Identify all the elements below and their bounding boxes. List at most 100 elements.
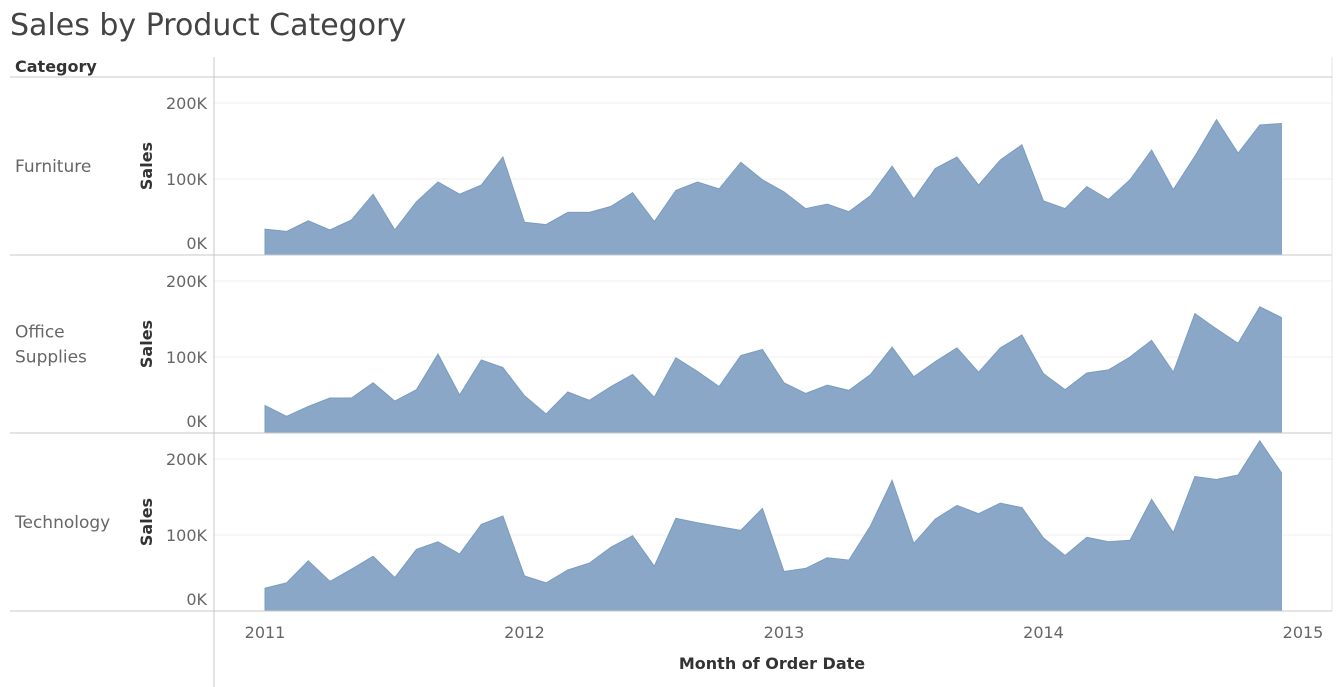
data-point (1172, 188, 1174, 190)
data-point (718, 525, 720, 527)
data-point (761, 179, 763, 181)
data-point (480, 184, 482, 186)
data-point (567, 569, 569, 571)
x-axis: 2011 2012 2013 2014 2015 (245, 623, 1324, 642)
x-tick-label: 2014 (1023, 623, 1064, 642)
data-point (1150, 498, 1152, 500)
y-tick-label: 0K (186, 234, 207, 253)
y-tick-label: 100K (166, 348, 208, 367)
data-point (458, 394, 460, 396)
data-point (740, 161, 742, 163)
data-point (502, 156, 504, 158)
data-point (1086, 372, 1088, 374)
data-point (372, 555, 374, 557)
data-point (631, 535, 633, 537)
data-point (1064, 389, 1066, 391)
category-label: Supplies (15, 348, 87, 368)
data-point (458, 553, 460, 555)
data-point (804, 392, 806, 394)
data-point (285, 230, 287, 232)
data-point (264, 587, 266, 589)
data-point (761, 348, 763, 350)
data-point (1042, 537, 1044, 539)
data-point (264, 404, 266, 406)
panes: 0K 100K 200K Sales Furniture 0K 100K 200K Sales O… (10, 94, 1332, 612)
data-point (653, 396, 655, 398)
data-point (610, 546, 612, 548)
data-point (1129, 179, 1131, 181)
data-point (480, 523, 482, 525)
data-point (977, 513, 979, 515)
data-point (1259, 440, 1261, 442)
data-point (372, 193, 374, 195)
data-point (329, 580, 331, 582)
data-point (1064, 207, 1066, 209)
data-point (783, 570, 785, 572)
data-point (956, 347, 958, 349)
data-point (675, 357, 677, 359)
data-point (329, 397, 331, 399)
data-point (1107, 369, 1109, 371)
data-point (1280, 122, 1282, 124)
area-series (264, 118, 1282, 256)
data-point (415, 389, 417, 391)
data-point (653, 220, 655, 222)
data-point (458, 193, 460, 195)
data-point (1194, 155, 1196, 157)
data-point (437, 181, 439, 183)
data-point (415, 201, 417, 203)
data-point (999, 502, 1001, 504)
data-point (1280, 472, 1282, 474)
category-label: Technology (14, 513, 110, 533)
data-point (740, 354, 742, 356)
data-point (523, 395, 525, 397)
data-point (394, 400, 396, 402)
data-point (1107, 198, 1109, 200)
data-point (848, 211, 850, 213)
data-point (394, 229, 396, 231)
pane-office-supplies: 0K 100K 200K Sales Office Supplies (10, 272, 1332, 434)
y-tick-label: 200K (166, 450, 208, 469)
data-point (956, 156, 958, 158)
data-point (891, 479, 893, 481)
y-axis-title: Sales (137, 320, 156, 368)
x-axis-title: Month of Order Date (679, 654, 865, 673)
data-point (869, 525, 871, 527)
data-point (610, 385, 612, 387)
data-point (394, 576, 396, 578)
data-point (567, 391, 569, 393)
x-tick-label: 2011 (245, 623, 286, 642)
data-point (1259, 124, 1261, 126)
data-point (1042, 373, 1044, 375)
data-point (1237, 152, 1239, 154)
data-point (437, 353, 439, 355)
data-point (977, 184, 979, 186)
data-point (718, 188, 720, 190)
data-point (285, 582, 287, 584)
data-point (1280, 316, 1282, 318)
data-point (696, 522, 698, 524)
data-point (653, 565, 655, 567)
data-point (567, 211, 569, 213)
data-point (329, 229, 331, 231)
row-header-category: Category (15, 57, 97, 76)
data-point (350, 568, 352, 570)
data-point (891, 346, 893, 348)
area-series (264, 306, 1282, 434)
data-point (264, 228, 266, 230)
data-point (848, 559, 850, 561)
data-point (1172, 371, 1174, 373)
data-point (675, 189, 677, 191)
x-tick-label: 2012 (504, 623, 545, 642)
data-point (610, 205, 612, 207)
data-point (740, 529, 742, 531)
area-series (264, 439, 1282, 612)
data-point (934, 167, 936, 169)
data-point (999, 347, 1001, 349)
data-point (1215, 328, 1217, 330)
data-point (545, 223, 547, 225)
data-point (631, 192, 633, 194)
data-point (696, 181, 698, 183)
data-point (783, 191, 785, 193)
